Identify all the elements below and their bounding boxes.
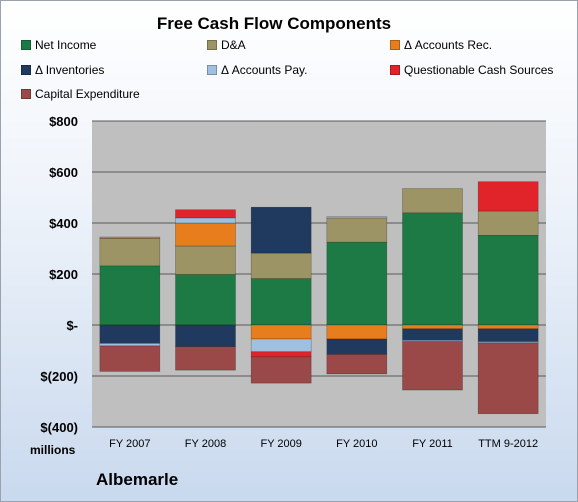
legend-item-capital-expenditure: Capital Expenditure [21,87,140,101]
legend-swatch [390,65,400,75]
legend-label: Δ Inventories [35,63,105,77]
y-tick-label: $800 [49,114,78,129]
x-tick-label: TTM 9-2012 [478,438,538,450]
bar-accounts-rec-fy-2008 [175,222,236,247]
bar-accounts-pay-fy-2011 [402,339,463,342]
bar-d-a-fy-2007 [99,238,161,267]
bar-net-income-fy-2011 [402,212,463,326]
bar-net-income-fy-2009 [250,278,312,326]
bar-net-income-fy-2008 [175,274,236,326]
x-tick-label: FY 2007 [109,438,150,450]
legend-label: Δ Accounts Rec. [404,38,493,52]
y-tick-label: $600 [49,165,78,180]
bar-accounts-pay-fy-2008 [175,217,236,224]
company-name: Albemarle [96,470,179,489]
legend-item-net-income: Net Income [21,38,96,52]
bar-d-a-fy-2010 [326,217,388,243]
y-tick-label: $(200) [40,369,78,384]
bar-inventories-fy-2009 [250,206,312,254]
y-tick-label: $(400) [40,420,78,435]
unit-label: millions [30,443,76,457]
bar-capital-expenditure-fy-2009 [250,356,312,384]
y-tick-label: $200 [49,267,78,282]
bar-net-income-ttm-9-2012 [477,234,539,326]
bar-d-a-ttm-9-2012 [477,210,539,236]
bar-accounts-pay-fy-2010 [326,216,388,219]
legend-swatch [21,65,31,75]
legend-item-accounts-rec: Δ Accounts Rec. [390,38,492,52]
bar-d-a-fy-2011 [402,188,463,214]
legend-label: Net Income [35,38,97,52]
bar-capital-expenditure-fy-2007 [99,345,161,372]
legend-swatch [207,65,217,75]
legend-label: Questionable Cash Sources [404,63,554,77]
legend-swatch [207,40,217,50]
y-tick-label: $- [66,318,78,333]
bar-questionable-cash-sources-fy-2009 [250,351,312,358]
bar-d-a-fy-2009 [250,252,312,279]
bar-capital-expenditure-fy-2010 [326,354,388,375]
bar-capital-expenditure-ttm-9-2012 [477,342,539,415]
bar-capital-expenditure-fy-2008 [175,346,236,371]
legend-swatch [21,89,31,99]
chart-title: Free Cash Flow Components [156,14,392,33]
bar-inventories-fy-2011 [402,328,463,341]
legend: Net Income D&A Δ Accounts Rec. Δ Inventorie… [0,0,578,110]
x-tick-label: FY 2010 [336,438,377,450]
bar-net-income-fy-2007 [99,265,161,326]
legend-item-d-a: D&A [207,38,246,52]
bar-capital-expenditure-fy-2011 [402,341,463,391]
bar-accounts-rec-fy-2011 [402,324,463,330]
bar-inventories-fy-2008 [175,324,236,347]
bar-accounts-pay-fy-2007 [99,343,161,347]
x-tick-label: FY 2009 [260,438,301,450]
x-tick-label: FY 2008 [185,438,226,450]
bar-inventories-ttm-9-2012 [477,328,539,342]
legend-item-inventories: Δ Inventories [21,63,104,77]
bar-questionable-cash-sources-fy-2008 [175,209,236,219]
legend-item-questionable-cash-sources: Questionable Cash Sources [390,63,553,77]
bar-net-income-fy-2010 [326,241,388,326]
bar-d-a-fy-2008 [175,245,236,275]
bar-inventories-fy-2007 [99,324,161,344]
legend-swatch [21,40,31,50]
legend-label: D&A [221,38,246,52]
legend-item-accounts-pay: Δ Accounts Pay. [207,63,308,77]
legend-label: Δ Accounts Pay. [221,63,308,77]
bar-accounts-rec-fy-2010 [326,324,388,340]
bar-accounts-pay-fy-2009 [250,338,312,353]
y-tick-label: $400 [49,216,78,231]
bar-accounts-rec-ttm-9-2012 [477,324,539,330]
bar-inventories-fy-2010 [326,338,388,355]
bar-accounts-rec-fy-2007 [99,236,161,239]
x-tick-label: FY 2011 [412,438,453,450]
legend-label: Capital Expenditure [35,87,140,101]
bar-questionable-cash-sources-ttm-9-2012 [477,181,539,212]
legend-swatch [390,40,400,50]
bar-accounts-rec-fy-2009 [250,324,312,340]
